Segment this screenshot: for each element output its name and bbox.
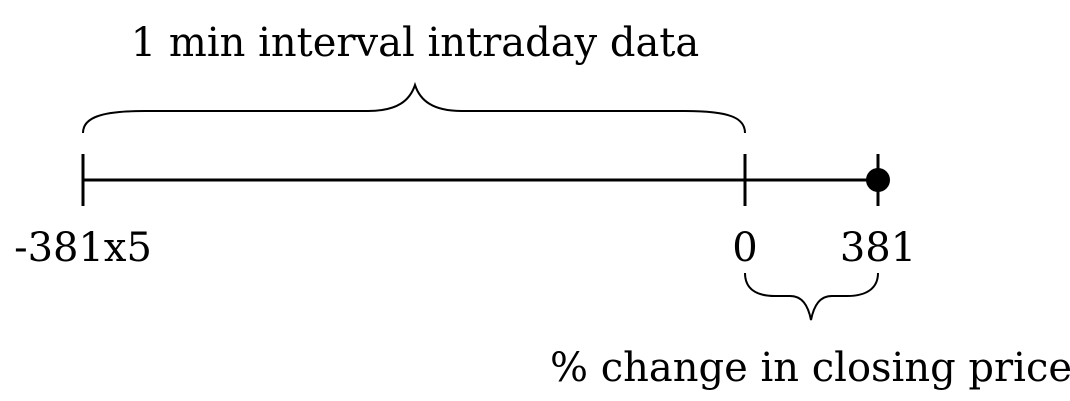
top-brace-label: 1 min interval intraday data bbox=[131, 20, 699, 66]
endpoint-dot bbox=[866, 168, 890, 192]
top-brace bbox=[82, 81, 746, 134]
bottom-brace-label: % change in closing price bbox=[550, 345, 1070, 391]
tick-label-zero: 0 bbox=[732, 225, 757, 271]
bottom-brace bbox=[744, 272, 879, 321]
tick-label-neg-381x5: -381x5 bbox=[14, 225, 152, 271]
tick-label-381: 381 bbox=[840, 225, 916, 271]
